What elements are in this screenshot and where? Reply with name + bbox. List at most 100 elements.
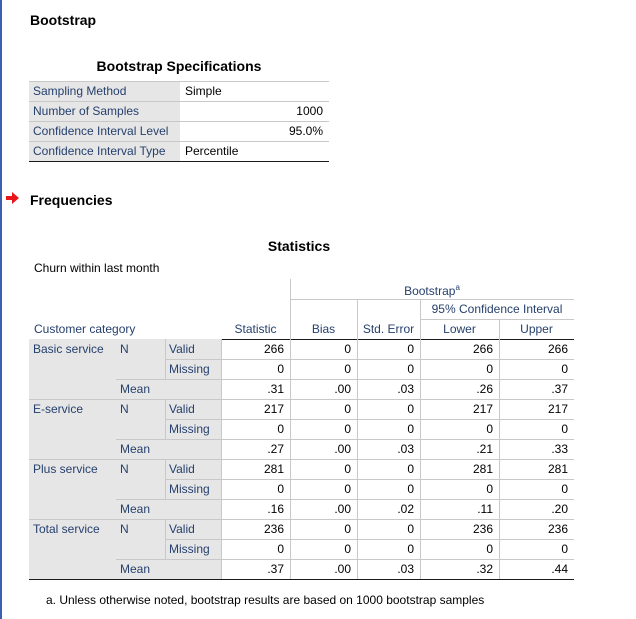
- stats-bottom-line: [29, 579, 574, 580]
- table-cell: 0: [344, 342, 351, 356]
- row-divider: [221, 359, 574, 360]
- spec-row-divider: [29, 141, 329, 142]
- column-divider: [499, 339, 500, 579]
- mean-label: Mean: [120, 502, 151, 516]
- missing-label: Missing: [169, 482, 210, 496]
- row-divider: [116, 439, 221, 440]
- column-header: Std. Error: [362, 322, 415, 336]
- n-label: N: [120, 342, 129, 356]
- table-cell: 0: [486, 362, 493, 376]
- table-cell: 0: [407, 422, 414, 436]
- table-cell: 217: [472, 402, 493, 416]
- table-cell: .11: [477, 502, 493, 516]
- mean-label: Mean: [120, 442, 151, 456]
- group-divider: [29, 459, 574, 460]
- table-cell: 0: [407, 462, 414, 476]
- row-divider: [221, 439, 574, 440]
- spec-label: Confidence Interval Type: [29, 141, 180, 161]
- table-cell: 0: [486, 422, 493, 436]
- missing-label: Missing: [169, 362, 210, 376]
- left-border: [0, 0, 2, 619]
- table-cell: 281: [263, 462, 284, 476]
- table-cell: .31: [267, 382, 284, 396]
- table-cell: 0: [561, 482, 568, 496]
- row-header-title: Customer category: [34, 322, 136, 336]
- n-label: N: [120, 462, 129, 476]
- footnote: a. Unless otherwise noted, bootstrap res…: [46, 593, 485, 607]
- table-cell: 0: [561, 542, 568, 556]
- missing-label: Missing: [169, 422, 210, 436]
- spec-value: 1000: [296, 104, 323, 118]
- row-divider: [165, 359, 221, 360]
- table-cell: 0: [407, 522, 414, 536]
- table-cell: 0: [277, 422, 284, 436]
- table-cell: .03: [397, 442, 414, 456]
- table-cell: 0: [344, 522, 351, 536]
- table-cell: 0: [407, 542, 414, 556]
- table-cell: 0: [277, 542, 284, 556]
- statistics-subtitle: Churn within last month: [34, 261, 160, 275]
- row-divider: [221, 479, 574, 480]
- row-divider: [165, 539, 221, 540]
- table-cell: .21: [476, 442, 493, 456]
- table-cell: 0: [561, 362, 568, 376]
- spec-top-line: [29, 81, 329, 82]
- table-cell: 0: [407, 402, 414, 416]
- column-header: Statistic: [234, 322, 277, 336]
- table-cell: 0: [344, 482, 351, 496]
- group-divider: [29, 519, 574, 520]
- table-cell: .27: [267, 442, 284, 456]
- table-cell: 0: [344, 462, 351, 476]
- row-divider: [165, 459, 166, 499]
- table-cell: .03: [397, 562, 414, 576]
- row-divider: [116, 499, 221, 500]
- row-divider: [221, 539, 574, 540]
- table-cell: .16: [267, 502, 284, 516]
- group-label: Basic service: [33, 342, 104, 356]
- mean-label: Mean: [120, 562, 151, 576]
- column-header: Upper: [520, 322, 553, 336]
- valid-label: Valid: [169, 522, 195, 536]
- table-cell: 0: [407, 482, 414, 496]
- table-cell: 0: [344, 422, 351, 436]
- table-cell: 217: [547, 402, 568, 416]
- table-cell: .00: [334, 382, 351, 396]
- row-divider: [116, 379, 221, 380]
- table-cell: 0: [486, 542, 493, 556]
- spec-row-divider: [29, 121, 329, 122]
- group-divider: [29, 399, 574, 400]
- table-cell: 236: [472, 522, 493, 536]
- table-cell: 0: [277, 482, 284, 496]
- table-cell: .03: [397, 382, 414, 396]
- table-cell: 281: [547, 462, 568, 476]
- table-cell: .33: [551, 442, 568, 456]
- table-cell: .02: [397, 502, 414, 516]
- table-cell: 0: [344, 402, 351, 416]
- row-header-bg: [29, 339, 221, 399]
- table-cell: 217: [263, 402, 284, 416]
- specs-title: Bootstrap Specifications: [96, 58, 262, 74]
- row-divider: [165, 419, 221, 420]
- table-cell: .32: [476, 562, 493, 576]
- n-label: N: [120, 522, 129, 536]
- table-cell: 266: [263, 342, 284, 356]
- row-header-bg: [29, 519, 221, 579]
- table-cell: 266: [472, 342, 493, 356]
- row-divider: [165, 399, 166, 439]
- column-divider: [420, 339, 421, 579]
- table-cell: .00: [334, 442, 351, 456]
- row-divider: [165, 339, 166, 379]
- bootstrap-header: Bootstrapa: [404, 283, 460, 298]
- table-cell: 281: [472, 462, 493, 476]
- row-divider: [221, 559, 574, 560]
- frequencies-heading: Frequencies: [30, 192, 113, 208]
- valid-label: Valid: [169, 402, 195, 416]
- table-cell: 236: [263, 522, 284, 536]
- bootstrap-heading: Bootstrap: [30, 12, 97, 28]
- table-cell: .20: [551, 502, 568, 516]
- table-cell: .00: [334, 562, 351, 576]
- spec-value: Percentile: [185, 144, 239, 158]
- spec-label: Number of Samples: [29, 101, 180, 121]
- column-header: Lower: [443, 322, 476, 336]
- row-divider: [116, 559, 221, 560]
